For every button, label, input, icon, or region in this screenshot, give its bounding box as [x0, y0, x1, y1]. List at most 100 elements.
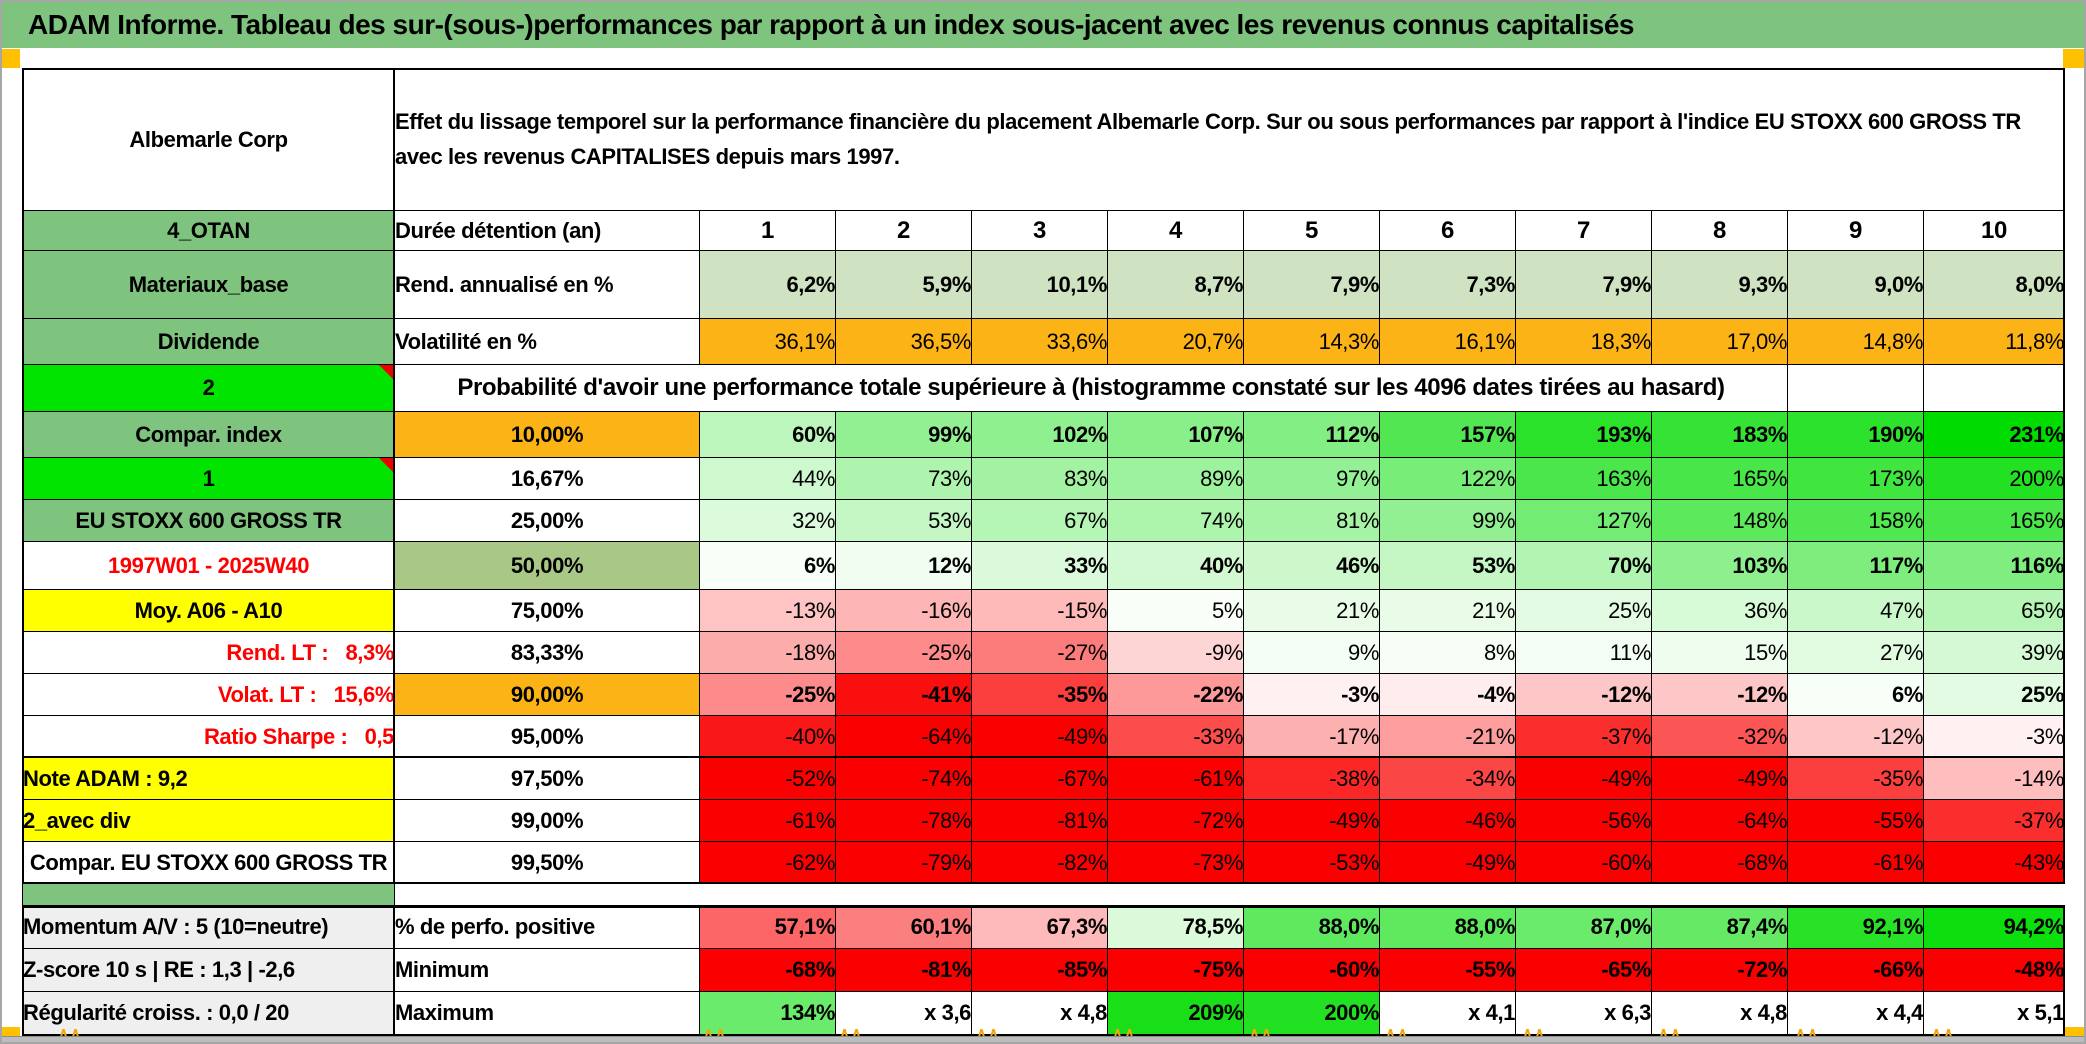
value-cell[interactable]: 9,0% — [1787, 250, 1924, 319]
value-cell[interactable]: -68% — [699, 948, 836, 992]
metric-label-cell[interactable]: Rend. annualisé en % — [394, 250, 700, 319]
value-cell[interactable]: -49% — [1379, 841, 1516, 884]
value-cell[interactable]: 92,1% — [1787, 905, 1924, 949]
value-cell[interactable]: x 6,3 — [1515, 991, 1652, 1035]
value-cell[interactable]: -62% — [699, 841, 836, 884]
value-cell[interactable]: -13% — [699, 589, 836, 632]
value-cell[interactable]: 40% — [1107, 541, 1244, 590]
value-cell[interactable]: -81% — [971, 799, 1108, 842]
value-cell[interactable]: 8,7% — [1107, 250, 1244, 319]
value-cell[interactable]: 16,1% — [1379, 318, 1516, 365]
value-cell[interactable]: -72% — [1107, 799, 1244, 842]
holding-period-header-cell[interactable]: 7 — [1515, 210, 1652, 251]
metric-label-cell[interactable]: 10,00% — [394, 411, 700, 458]
value-cell[interactable]: 9,3% — [1651, 250, 1788, 319]
value-cell[interactable]: -60% — [1515, 841, 1652, 884]
value-cell[interactable]: 60,1% — [835, 905, 972, 949]
value-cell[interactable]: 183% — [1651, 411, 1788, 458]
value-cell[interactable]: 112% — [1243, 411, 1380, 458]
value-cell[interactable]: 25% — [1515, 589, 1652, 632]
value-cell[interactable]: 11,8% — [1923, 318, 2065, 365]
value-cell[interactable]: 8,0% — [1923, 250, 2065, 319]
value-cell[interactable]: 33% — [971, 541, 1108, 590]
value-cell[interactable]: -81% — [835, 948, 972, 992]
value-cell[interactable]: 44% — [699, 457, 836, 500]
value-cell[interactable]: 78,5% — [1107, 905, 1244, 949]
value-cell[interactable]: 157% — [1379, 411, 1516, 458]
row-label-cell[interactable]: 2_avec div — [22, 799, 395, 842]
row-label-cell[interactable]: Volat. LT : 15,6% — [22, 673, 395, 716]
value-cell[interactable]: -67% — [971, 757, 1108, 800]
empty-cell[interactable] — [1787, 364, 1924, 412]
value-cell[interactable]: 99% — [1379, 499, 1516, 542]
value-cell[interactable]: -48% — [1923, 948, 2065, 992]
value-cell[interactable]: 6% — [1787, 673, 1924, 716]
asset-name-cell[interactable]: Albemarle Corp — [22, 68, 395, 211]
holding-period-header-cell[interactable]: 4 — [1107, 210, 1244, 251]
value-cell[interactable]: 32% — [699, 499, 836, 542]
row-label-cell[interactable]: Z-score 10 s | RE : 1,3 | -2,6 — [22, 948, 395, 992]
value-cell[interactable]: 21% — [1243, 589, 1380, 632]
row-label-cell[interactable]: EU STOXX 600 GROSS TR — [22, 499, 395, 542]
value-cell[interactable]: 46% — [1243, 541, 1380, 590]
value-cell[interactable]: -15% — [971, 589, 1108, 632]
value-cell[interactable]: 87,4% — [1651, 905, 1788, 949]
value-cell[interactable]: 15% — [1651, 631, 1788, 674]
metric-label-cell[interactable]: 99,00% — [394, 799, 700, 842]
value-cell[interactable]: 25% — [1923, 673, 2065, 716]
value-cell[interactable]: -12% — [1651, 673, 1788, 716]
value-cell[interactable]: -33% — [1107, 715, 1244, 758]
value-cell[interactable]: -43% — [1923, 841, 2065, 884]
value-cell[interactable]: -72% — [1651, 948, 1788, 992]
value-cell[interactable]: 5,9% — [835, 250, 972, 319]
row-label-cell[interactable]: Dividende — [22, 318, 395, 365]
value-cell[interactable]: -65% — [1515, 948, 1652, 992]
value-cell[interactable]: 8% — [1379, 631, 1516, 674]
value-cell[interactable]: -61% — [699, 799, 836, 842]
holding-period-header-cell[interactable]: 3 — [971, 210, 1108, 251]
value-cell[interactable]: 12% — [835, 541, 972, 590]
value-cell[interactable]: -40% — [699, 715, 836, 758]
probability-banner-cell[interactable]: Probabilité d'avoir une performance tota… — [394, 364, 1788, 412]
value-cell[interactable]: -27% — [971, 631, 1108, 674]
row-label-cell[interactable]: 2 — [22, 364, 395, 412]
row-label-cell[interactable]: Moy. A06 - A10 — [22, 589, 395, 632]
value-cell[interactable]: 7,3% — [1379, 250, 1516, 319]
value-cell[interactable]: 60% — [699, 411, 836, 458]
value-cell[interactable]: 163% — [1515, 457, 1652, 500]
metric-label-cell[interactable]: Minimum — [394, 948, 700, 992]
value-cell[interactable]: 36,1% — [699, 318, 836, 365]
metric-label-cell[interactable]: 97,50% — [394, 757, 700, 800]
metric-label-cell[interactable]: 90,00% — [394, 673, 700, 716]
value-cell[interactable]: -4% — [1379, 673, 1516, 716]
value-cell[interactable]: -49% — [971, 715, 1108, 758]
row-label-cell[interactable]: 1997W01 - 2025W40 — [22, 541, 395, 590]
row-label-cell[interactable]: Compar. EU STOXX 600 GROSS TR — [22, 841, 395, 884]
metric-label-cell[interactable]: Maximum — [394, 991, 700, 1035]
value-cell[interactable]: 7,9% — [1243, 250, 1380, 319]
value-cell[interactable]: 65% — [1923, 589, 2065, 632]
row-label-cell[interactable]: 4_OTAN — [22, 210, 395, 251]
value-cell[interactable]: x 4,8 — [1651, 991, 1788, 1035]
holding-period-header-cell[interactable]: 2 — [835, 210, 972, 251]
row-label-cell[interactable]: 1 — [22, 457, 395, 500]
value-cell[interactable]: -25% — [699, 673, 836, 716]
value-cell[interactable]: 148% — [1651, 499, 1788, 542]
value-cell[interactable]: 14,8% — [1787, 318, 1924, 365]
value-cell[interactable]: -61% — [1107, 757, 1244, 800]
metric-label-cell[interactable]: Volatilité en % — [394, 318, 700, 365]
value-cell[interactable]: 67,3% — [971, 905, 1108, 949]
value-cell[interactable]: 83% — [971, 457, 1108, 500]
metric-label-cell[interactable]: 83,33% — [394, 631, 700, 674]
value-cell[interactable]: 134% — [699, 991, 836, 1035]
value-cell[interactable]: 122% — [1379, 457, 1516, 500]
value-cell[interactable]: 127% — [1515, 499, 1652, 542]
value-cell[interactable]: -52% — [699, 757, 836, 800]
value-cell[interactable]: 47% — [1787, 589, 1924, 632]
value-cell[interactable]: x 4,8 — [971, 991, 1108, 1035]
value-cell[interactable]: 53% — [1379, 541, 1516, 590]
value-cell[interactable]: -46% — [1379, 799, 1516, 842]
value-cell[interactable]: 20,7% — [1107, 318, 1244, 365]
value-cell[interactable]: 6,2% — [699, 250, 836, 319]
table-description-cell[interactable]: Effet du lissage temporel sur la perform… — [394, 68, 2065, 211]
